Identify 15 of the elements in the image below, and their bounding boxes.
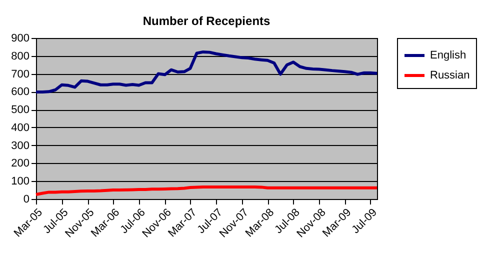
y-tick-label: 900: [11, 32, 30, 44]
legend-label: Russian: [430, 70, 470, 82]
y-tick-label: 0: [23, 194, 30, 206]
y-tick-label: 700: [11, 68, 30, 80]
y-tick-label: 400: [11, 122, 30, 134]
chart-title: Number of Recepients: [142, 14, 271, 28]
y-tick-label: 600: [11, 86, 30, 98]
line-series: [34, 50, 378, 94]
legend-label: English: [430, 50, 466, 62]
y-tick-label: 100: [11, 176, 30, 188]
line-series: [34, 186, 378, 196]
y-tick-label: 300: [11, 140, 30, 152]
y-tick-label: 500: [11, 104, 30, 116]
y-tick-label: 800: [11, 50, 30, 62]
y-tick-label: 200: [11, 158, 30, 170]
